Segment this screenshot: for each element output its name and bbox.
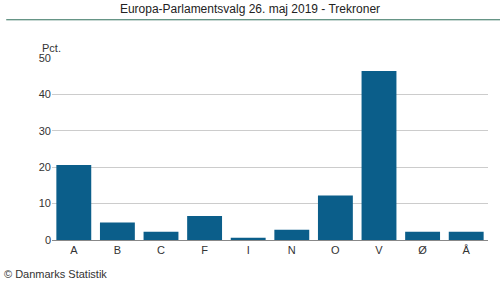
svg-text:10: 10 <box>39 197 51 209</box>
svg-text:A: A <box>70 244 78 256</box>
svg-text:20: 20 <box>39 161 51 173</box>
svg-text:N: N <box>288 244 296 256</box>
svg-text:Ø: Ø <box>418 244 427 256</box>
svg-text:Europa-Parlamentsvalg 26. maj: Europa-Parlamentsvalg 26. maj 2019 - Tre… <box>120 2 380 16</box>
svg-text:50: 50 <box>39 52 51 64</box>
svg-text:Å: Å <box>463 244 471 256</box>
svg-text:F: F <box>201 244 208 256</box>
svg-text:40: 40 <box>39 88 51 100</box>
svg-text:B: B <box>114 244 121 256</box>
svg-text:0: 0 <box>45 234 51 246</box>
svg-text:C: C <box>157 244 165 256</box>
svg-text:O: O <box>331 244 340 256</box>
svg-text:© Danmarks Statistik: © Danmarks Statistik <box>4 268 107 280</box>
svg-text:Pct.: Pct. <box>42 42 61 54</box>
svg-text:I: I <box>247 244 250 256</box>
svg-text:30: 30 <box>39 125 51 137</box>
svg-text:V: V <box>375 244 383 256</box>
